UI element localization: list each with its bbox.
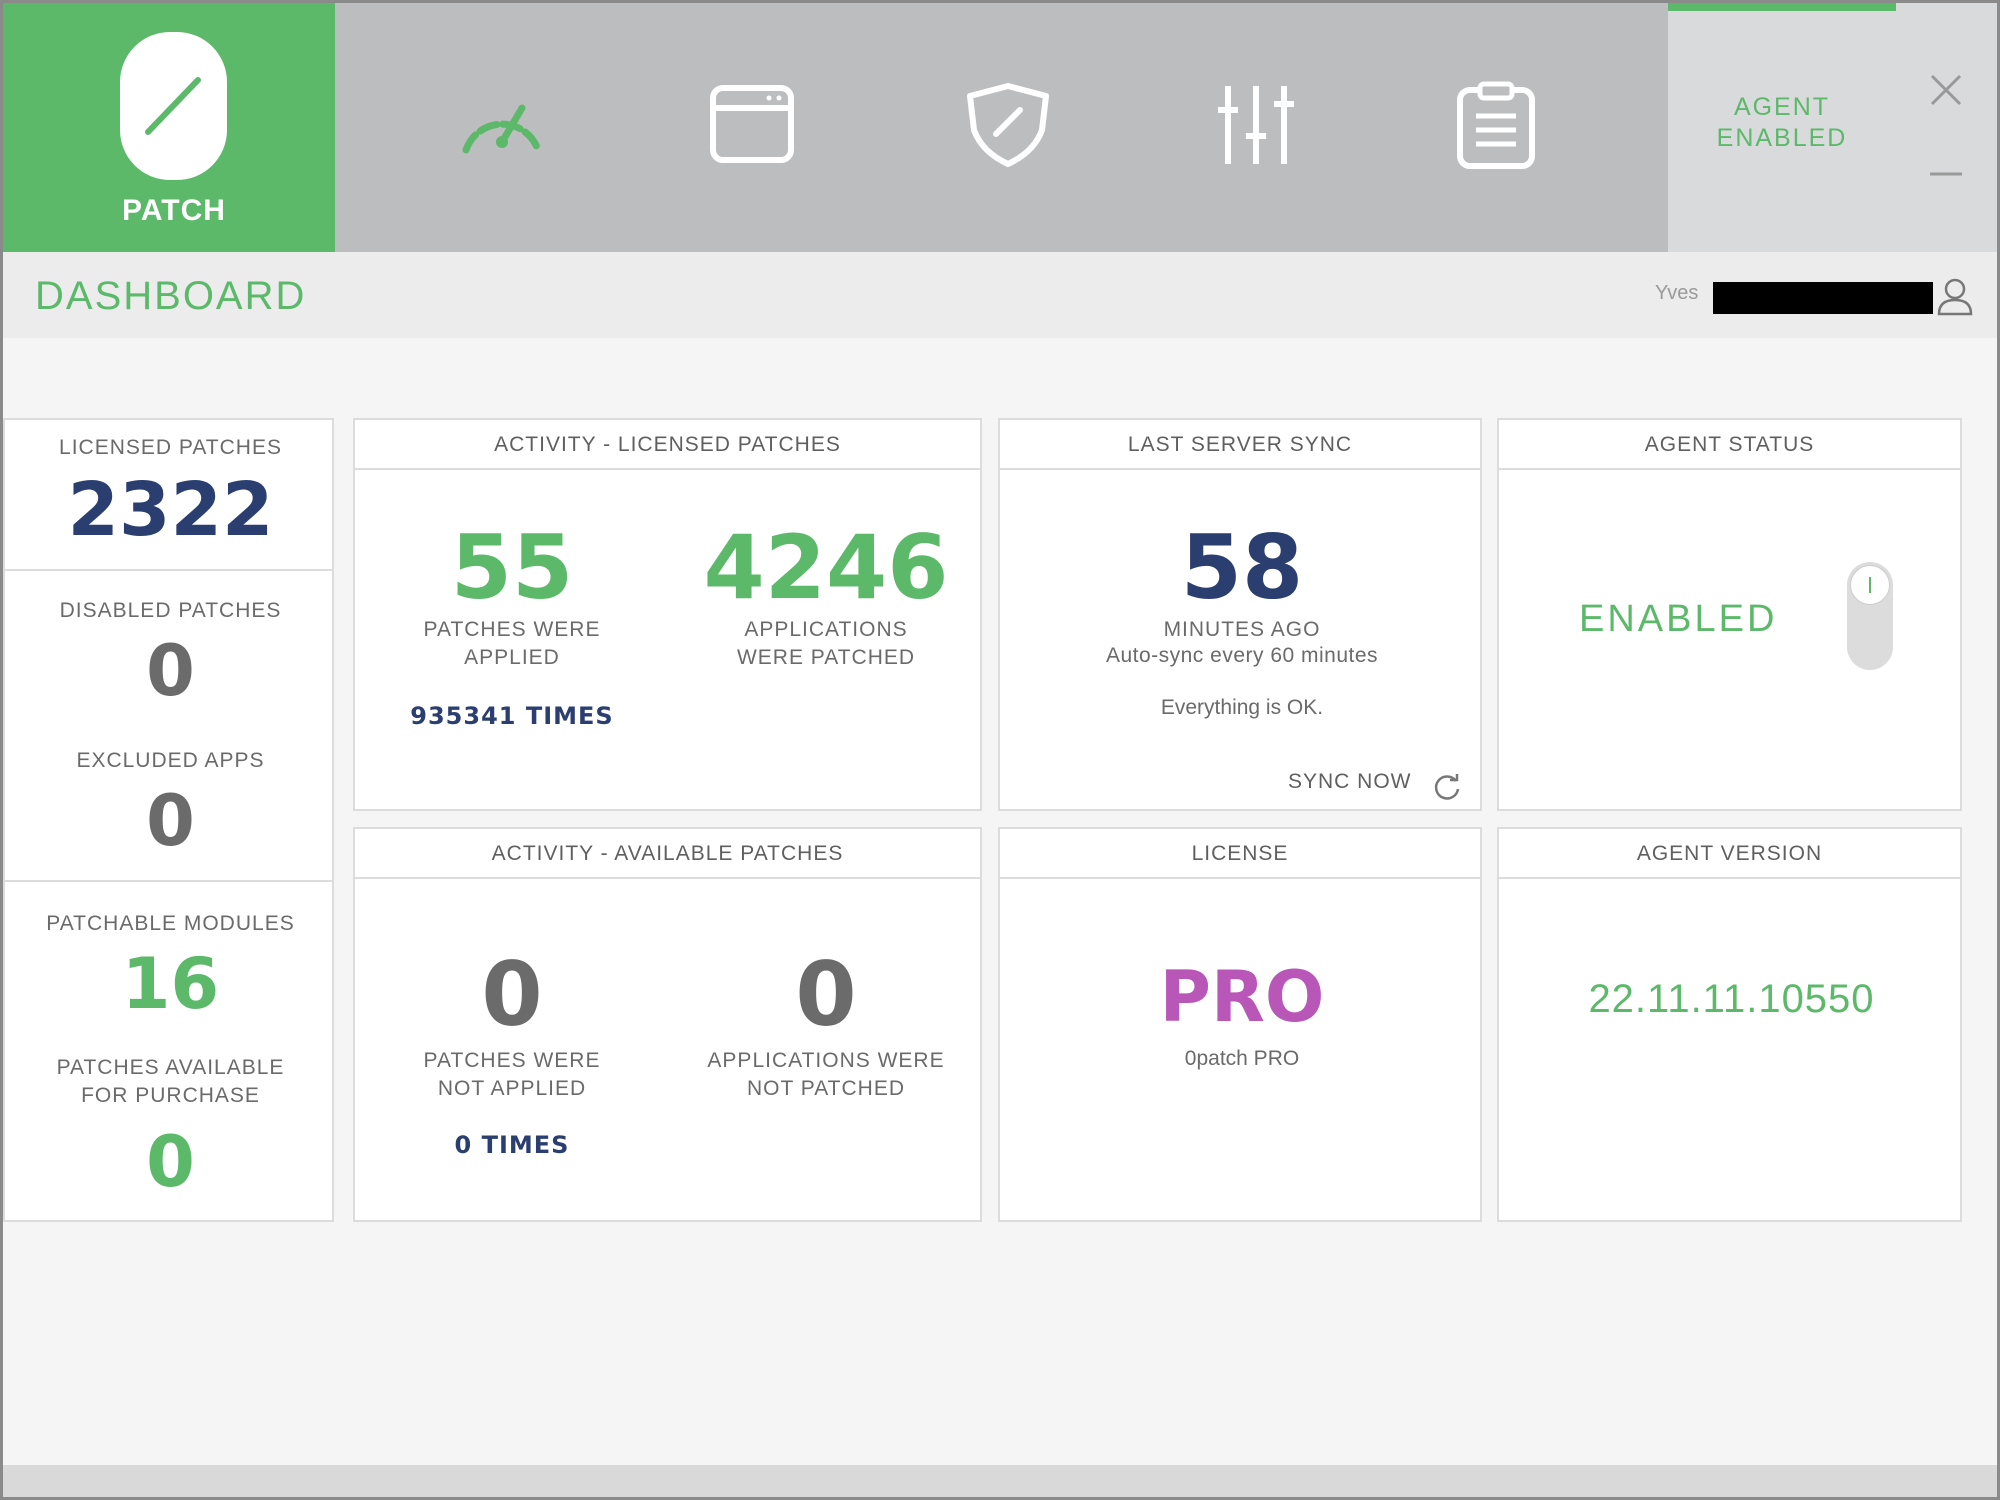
agent-version-value: 22.11.11.10550 — [1588, 977, 1875, 1021]
agent-panel-line2: ENABLED — [1716, 124, 1848, 152]
sliders-icon[interactable] — [1206, 80, 1306, 170]
licensed-patches-value: 2322 — [67, 467, 274, 553]
licensed-apps-line1: APPLICATIONS — [744, 618, 908, 641]
brand-tile[interactable]: PATCH — [0, 0, 335, 252]
agent-toggle[interactable] — [1847, 562, 1893, 670]
excluded-apps-label: EXCLUDED APPS — [76, 749, 265, 772]
available-for-purchase-label-line1: PATCHES AVAILABLE — [56, 1056, 285, 1079]
available-applied-line1: PATCHES WERE — [423, 1049, 601, 1072]
user-icon[interactable] — [1935, 276, 1975, 316]
agent-status-title: AGENT STATUS — [1499, 420, 1960, 470]
patchable-modules-card: PATCHABLE MODULES 16 PATCHES AVAILABLE F… — [3, 880, 334, 1222]
agent-status-value: ENABLED — [1579, 598, 1778, 640]
available-applied-line2: NOT APPLIED — [437, 1077, 587, 1100]
licensed-applied-line1: PATCHES WERE — [423, 618, 601, 641]
activity-available-card: ACTIVITY - AVAILABLE PATCHES 0 PATCHES W… — [353, 827, 982, 1222]
window-icon[interactable] — [703, 80, 803, 170]
license-card: LICENSE PRO 0patch PRO — [998, 827, 1482, 1222]
disabled-excluded-card: DISABLED PATCHES 0 EXCLUDED APPS 0 — [3, 569, 334, 882]
window-controls — [1896, 0, 2000, 252]
licensed-patches-label: LICENSED PATCHES — [59, 436, 282, 459]
licensed-times: 935341 TIMES — [410, 702, 614, 730]
sync-status-text: Everything is OK. — [1160, 696, 1324, 719]
licensed-applied-value: 55 — [450, 516, 574, 619]
disabled-patches-label: DISABLED PATCHES — [59, 599, 282, 622]
toggle-knob — [1850, 565, 1890, 605]
available-apps-line2: NOT PATCHED — [746, 1077, 905, 1100]
agent-version-title: AGENT VERSION — [1499, 829, 1960, 879]
agent-panel-line1: AGENT — [1733, 93, 1831, 121]
close-icon[interactable] — [1926, 70, 1966, 110]
available-applied-value: 0 — [481, 943, 543, 1046]
server-sync-card: LAST SERVER SYNC 58 MINUTES AGO Auto-syn… — [998, 418, 1482, 811]
active-tab-indicator — [1668, 0, 1896, 11]
top-navigation-bar: PATCH — [0, 0, 2000, 252]
agent-version-card: AGENT VERSION 22.11.11.10550 — [1497, 827, 1962, 1222]
available-for-purchase-value: 0 — [146, 1121, 195, 1203]
refresh-icon[interactable] — [1432, 772, 1462, 802]
patch-logo-icon — [120, 32, 227, 180]
user-name: Yves — [1655, 282, 1699, 304]
power-on-icon — [1869, 577, 1871, 593]
licensed-patches-card: LICENSED PATCHES 2322 — [3, 418, 334, 571]
server-sync-value: 58 — [1180, 516, 1304, 619]
license-value: PRO — [1159, 956, 1325, 1038]
excluded-apps-value: 0 — [146, 780, 195, 862]
patchable-modules-label: PATCHABLE MODULES — [46, 912, 295, 935]
patchable-modules-value: 16 — [121, 943, 220, 1025]
available-times: 0 TIMES — [454, 1131, 570, 1159]
licensed-apps-value: 4246 — [703, 516, 949, 619]
activity-licensed-card: ACTIVITY - LICENSED PATCHES 55 PATCHES W… — [353, 418, 982, 811]
status-strip — [0, 1465, 2000, 1500]
page-title: DASHBOARD — [35, 274, 307, 318]
agent-status-tab[interactable]: AGENT ENABLED — [1668, 0, 1896, 252]
title-row: DASHBOARD Yves — [3, 252, 1997, 338]
available-apps-line1: APPLICATIONS WERE — [707, 1049, 945, 1072]
disabled-patches-value: 0 — [146, 630, 195, 712]
available-apps-value: 0 — [795, 943, 857, 1046]
activity-licensed-title: ACTIVITY - LICENSED PATCHES — [355, 420, 980, 470]
shield-icon[interactable] — [958, 80, 1058, 170]
sync-now-button[interactable]: SYNC NOW — [1288, 770, 1412, 793]
server-sync-unit: MINUTES AGO — [1163, 618, 1321, 641]
minimize-icon[interactable] — [1926, 160, 1966, 180]
redacted-username — [1713, 282, 1933, 314]
available-for-purchase-label-line2: FOR PURCHASE — [81, 1084, 260, 1107]
activity-available-title: ACTIVITY - AVAILABLE PATCHES — [355, 829, 980, 879]
server-sync-title: LAST SERVER SYNC — [1000, 420, 1480, 470]
brand-label: PATCH — [122, 194, 226, 227]
auto-sync-text: Auto-sync every 60 minutes — [1105, 644, 1379, 667]
license-name: 0patch PRO — [1184, 1047, 1300, 1070]
license-title: LICENSE — [1000, 829, 1480, 879]
clipboard-icon[interactable] — [1446, 80, 1546, 170]
licensed-applied-line2: APPLIED — [464, 646, 560, 669]
licensed-apps-line2: WERE PATCHED — [736, 646, 916, 669]
speedometer-icon[interactable] — [452, 80, 552, 170]
agent-status-card: AGENT STATUS ENABLED — [1497, 418, 1962, 811]
